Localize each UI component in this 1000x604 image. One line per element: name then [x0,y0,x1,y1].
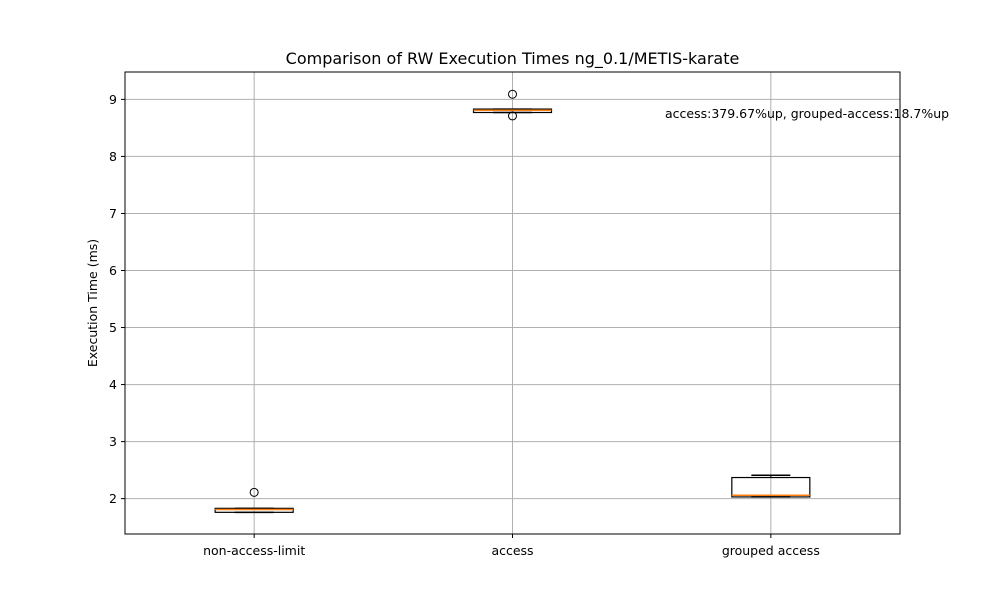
y-tick-label: 9 [109,92,117,107]
outlier-point [508,111,517,121]
tick-layer: 2 3 4 5 6 7 8 9 non-access-limit access grouped ac… [109,92,820,558]
outlier-point [508,89,517,99]
box-body [731,476,811,498]
box-body [214,507,294,513]
y-tick-label: 3 [109,434,117,449]
y-tick-label: 4 [109,377,117,392]
y-tick-label: 5 [109,320,117,335]
box-layer [214,89,811,514]
box-group [214,487,294,514]
x-tick-label: non-access-limit [203,543,305,558]
y-axis-label: Execution Time (ms) [85,239,100,367]
y-tick-label: 8 [109,149,117,164]
y-tick-label: 6 [109,263,117,278]
grid-layer [125,72,900,534]
y-tick-label: 7 [109,206,117,221]
outlier-point [249,487,259,497]
x-tick-label: grouped access [722,543,820,558]
x-tick-label: access [491,543,533,558]
chart-title: Comparison of RW Execution Times ng_0.1/… [286,49,740,69]
box-group [731,474,811,498]
annotation-text: access:379.67%up, grouped-access:18.7%up [665,106,949,121]
box-group [472,89,553,121]
y-tick-label: 2 [109,491,117,506]
